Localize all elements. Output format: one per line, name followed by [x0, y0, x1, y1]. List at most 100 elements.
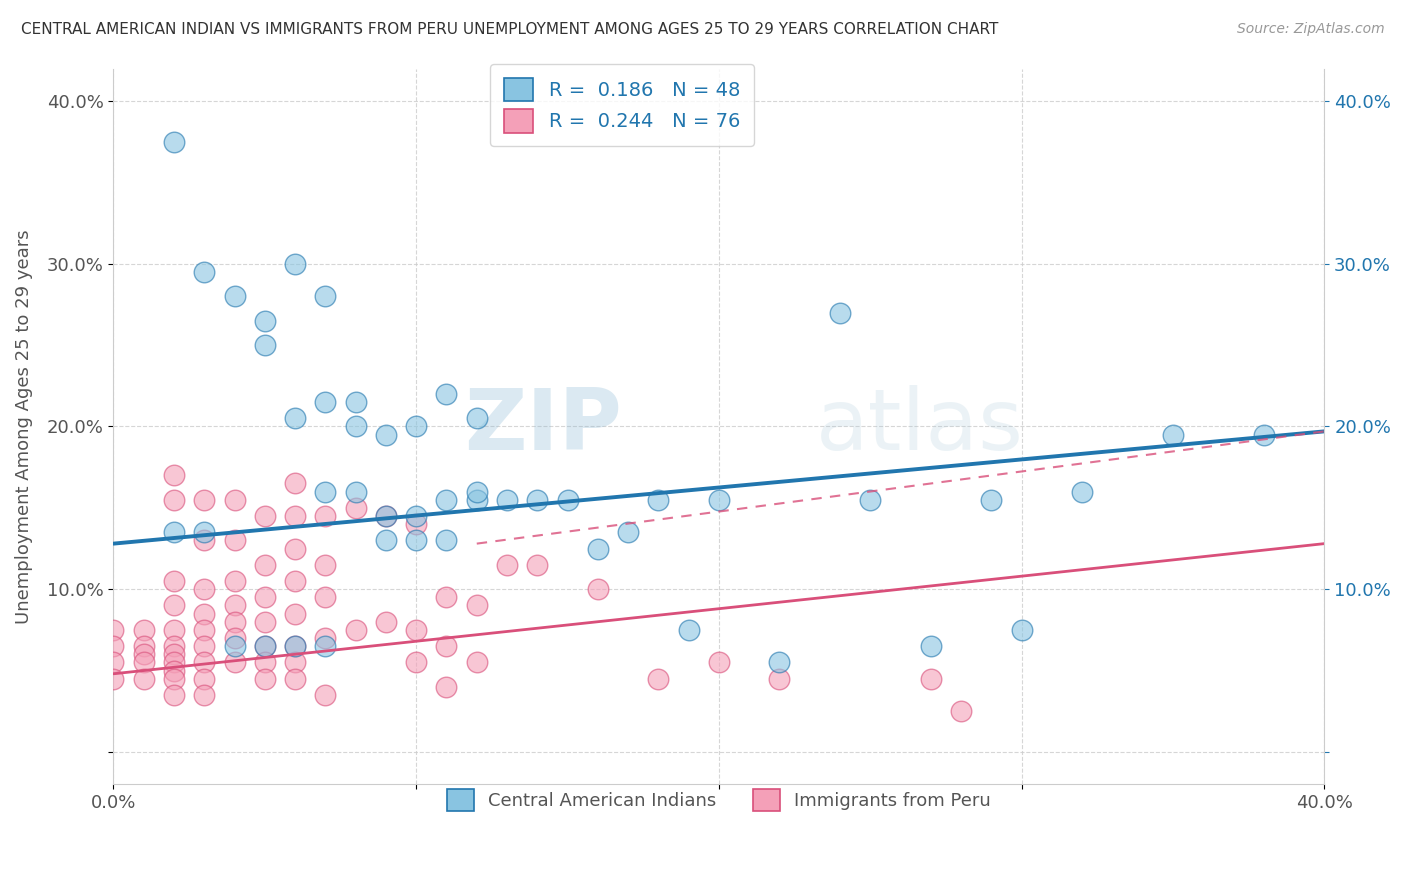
Point — [103, 672, 125, 686]
Point — [193, 672, 215, 686]
Point — [586, 582, 609, 597]
Point — [374, 508, 396, 523]
Point — [132, 656, 155, 670]
Point — [436, 533, 458, 548]
Point — [284, 672, 307, 686]
Point — [920, 639, 942, 653]
Point — [768, 672, 790, 686]
Point — [163, 647, 186, 661]
Point — [436, 492, 458, 507]
Point — [314, 639, 336, 653]
Point — [193, 639, 215, 653]
Point — [163, 599, 186, 613]
Point — [284, 476, 307, 491]
Point — [163, 672, 186, 686]
Point — [496, 558, 519, 572]
Text: Source: ZipAtlas.com: Source: ZipAtlas.com — [1237, 22, 1385, 37]
Point — [374, 533, 396, 548]
Point — [224, 492, 246, 507]
Point — [163, 574, 186, 588]
Point — [193, 525, 215, 540]
Point — [284, 574, 307, 588]
Point — [163, 664, 186, 678]
Point — [647, 492, 669, 507]
Point — [465, 492, 488, 507]
Point — [284, 508, 307, 523]
Point — [193, 607, 215, 621]
Point — [557, 492, 579, 507]
Point — [314, 688, 336, 702]
Point — [344, 500, 367, 515]
Point — [132, 639, 155, 653]
Point — [1161, 427, 1184, 442]
Text: atlas: atlas — [815, 385, 1024, 468]
Point — [284, 607, 307, 621]
Point — [374, 508, 396, 523]
Point — [163, 135, 186, 149]
Point — [647, 672, 669, 686]
Point — [465, 484, 488, 499]
Point — [224, 639, 246, 653]
Point — [253, 314, 276, 328]
Point — [314, 508, 336, 523]
Point — [163, 656, 186, 670]
Point — [465, 411, 488, 425]
Point — [405, 656, 427, 670]
Point — [314, 558, 336, 572]
Point — [253, 338, 276, 352]
Text: ZIP: ZIP — [464, 385, 621, 468]
Point — [314, 289, 336, 303]
Point — [284, 411, 307, 425]
Point — [103, 639, 125, 653]
Point — [253, 639, 276, 653]
Point — [314, 591, 336, 605]
Point — [224, 656, 246, 670]
Point — [344, 484, 367, 499]
Point — [224, 631, 246, 645]
Point — [163, 639, 186, 653]
Point — [436, 387, 458, 401]
Y-axis label: Unemployment Among Ages 25 to 29 years: Unemployment Among Ages 25 to 29 years — [15, 229, 32, 624]
Point — [768, 656, 790, 670]
Point — [253, 615, 276, 629]
Point — [253, 656, 276, 670]
Point — [224, 574, 246, 588]
Point — [526, 558, 548, 572]
Point — [678, 623, 700, 637]
Point — [253, 508, 276, 523]
Point — [193, 623, 215, 637]
Point — [132, 647, 155, 661]
Point — [859, 492, 882, 507]
Point — [344, 419, 367, 434]
Point — [314, 631, 336, 645]
Point — [284, 656, 307, 670]
Point — [284, 639, 307, 653]
Point — [920, 672, 942, 686]
Point — [1071, 484, 1094, 499]
Point — [496, 492, 519, 507]
Point — [253, 639, 276, 653]
Point — [224, 289, 246, 303]
Legend: Central American Indians, Immigrants from Peru: Central American Indians, Immigrants fro… — [433, 774, 1005, 825]
Point — [405, 517, 427, 532]
Point — [436, 639, 458, 653]
Point — [465, 656, 488, 670]
Point — [163, 525, 186, 540]
Point — [163, 688, 186, 702]
Point — [314, 484, 336, 499]
Point — [707, 656, 730, 670]
Point — [405, 508, 427, 523]
Point — [224, 533, 246, 548]
Point — [132, 672, 155, 686]
Point — [980, 492, 1002, 507]
Point — [284, 257, 307, 271]
Point — [1011, 623, 1033, 637]
Point — [405, 533, 427, 548]
Point — [253, 672, 276, 686]
Point — [163, 623, 186, 637]
Point — [314, 395, 336, 409]
Point — [132, 623, 155, 637]
Point — [103, 656, 125, 670]
Point — [253, 591, 276, 605]
Point — [193, 656, 215, 670]
